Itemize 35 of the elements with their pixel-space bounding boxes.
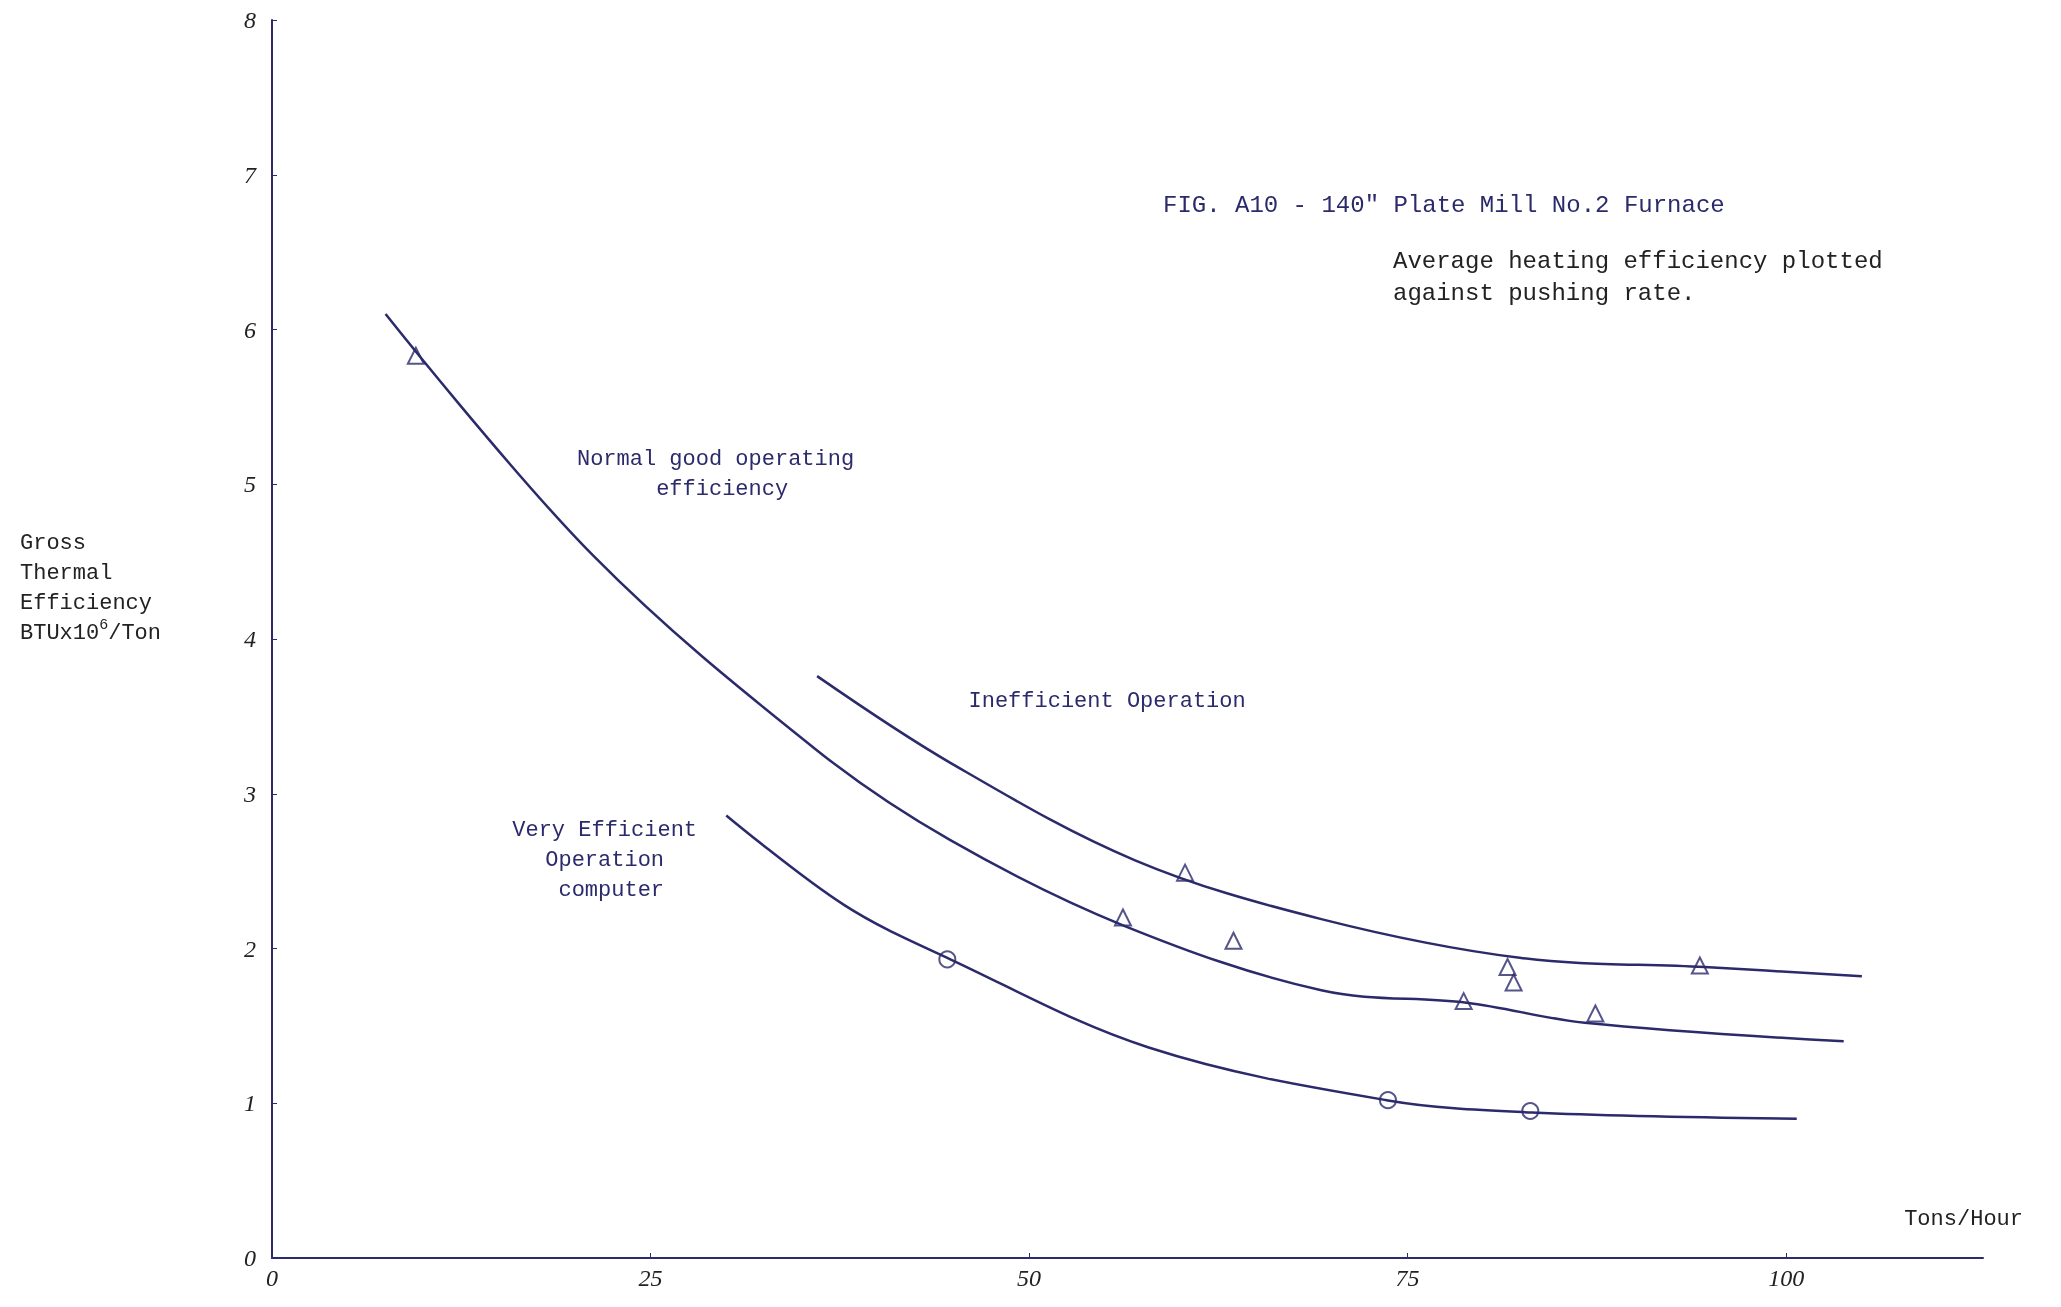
point xyxy=(1224,931,1243,950)
y-tick-label: 7 xyxy=(244,161,257,188)
point xyxy=(406,346,425,365)
point xyxy=(1521,1101,1540,1120)
line-series xyxy=(725,814,1799,1120)
y-tick-label: 0 xyxy=(244,1245,256,1271)
point xyxy=(1113,908,1132,927)
y-tick-label: 3 xyxy=(243,780,256,807)
y-tick-label: 2 xyxy=(244,935,256,962)
x-tick-label: 75 xyxy=(1395,1265,1420,1291)
x-tick-label: 25 xyxy=(638,1265,663,1291)
y-tick-label: 8 xyxy=(244,7,256,33)
series-label: Normal good operating efficiency xyxy=(576,446,855,502)
point xyxy=(938,950,957,969)
y-tick-label: 4 xyxy=(244,626,256,652)
text: Average heating efficiency plotted against pushing rate. xyxy=(1393,247,1898,307)
line-series xyxy=(815,674,1864,978)
x-tick-label: 100 xyxy=(1768,1265,1805,1291)
point xyxy=(1176,863,1195,882)
text: FIG. A10 - 140" Plate Mill No.2 Furnace xyxy=(1163,191,1725,219)
series-label: Very Efficient Operation computer xyxy=(512,817,711,903)
text: Inefficient Operation xyxy=(968,688,1246,714)
y-tick-label: 5 xyxy=(244,471,256,498)
point xyxy=(1504,973,1523,992)
point xyxy=(1690,956,1709,975)
line-series xyxy=(384,312,1845,1043)
point xyxy=(1454,992,1473,1011)
x-tick-label: 0 xyxy=(266,1265,278,1291)
point xyxy=(1586,1004,1605,1023)
point xyxy=(1498,958,1517,977)
y-tick-label: 1 xyxy=(244,1090,256,1117)
point xyxy=(1378,1091,1397,1110)
x-tick-label: 50 xyxy=(1017,1265,1042,1291)
y-tick-label: 6 xyxy=(244,316,256,343)
x-axis-title: Tons/Hour xyxy=(1904,1206,2023,1232)
